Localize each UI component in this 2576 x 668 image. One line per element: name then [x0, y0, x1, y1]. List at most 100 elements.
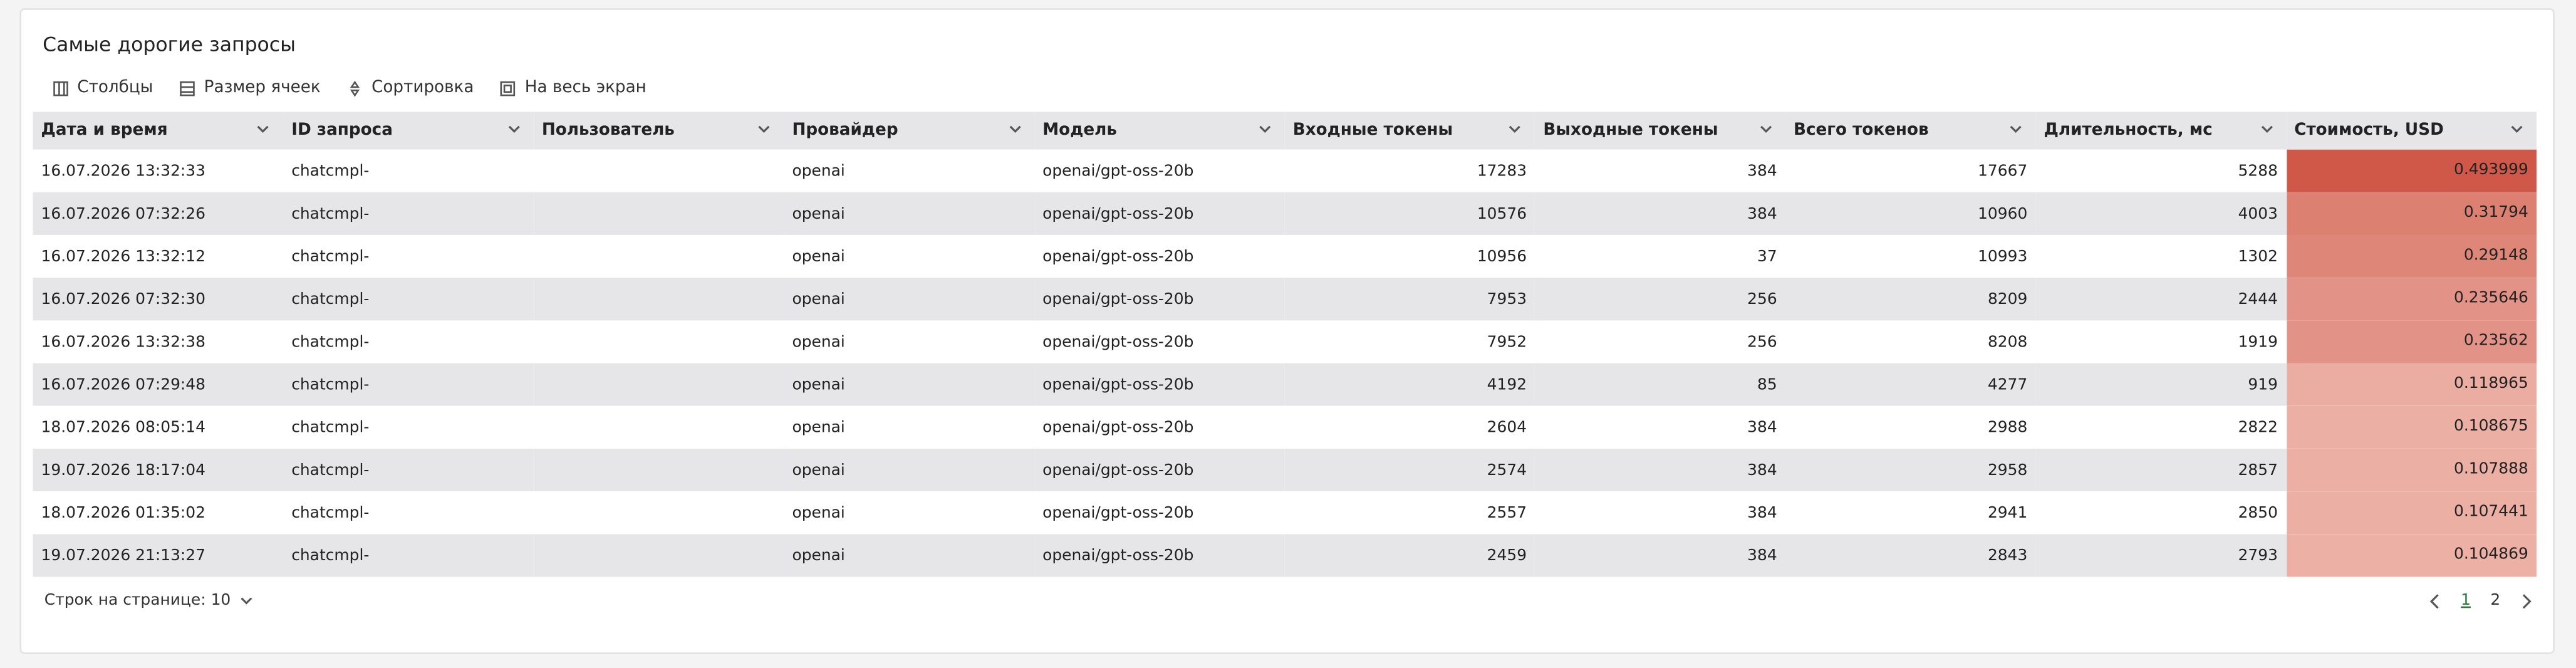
table-cell: 1302 — [2238, 247, 2278, 266]
table-cell: 2444 — [2035, 278, 2287, 321]
cost-heat — [2286, 235, 2537, 278]
table-row: 16.07.2026 13:32:38 chatcmpl-openai openai… — [33, 320, 2537, 363]
table-cell: 2988 — [1987, 418, 2028, 437]
cost-value: 0.23562 — [2463, 331, 2528, 350]
cost-heat — [2286, 192, 2537, 236]
icon-path — [180, 80, 195, 96]
table-cell: openai/gpt-oss-20b — [1042, 503, 1194, 522]
column-header[interactable]: Модель — [1034, 112, 1285, 150]
cost-cell: 0.108675 — [2286, 405, 2537, 449]
header-row: Дата и время ID запроса Пользователь Провай… — [33, 112, 2537, 150]
table-cell: 2958 — [1785, 448, 2036, 492]
table-cell: 18.07.2026 01:35:02 — [41, 503, 206, 522]
chevron-path — [1509, 125, 1521, 133]
table-cell: 384 — [1747, 418, 1777, 437]
table-cell: 19.07.2026 18:17:04 — [33, 448, 284, 492]
table-row: 18.07.2026 01:35:02 chatcmpl-openai openai… — [33, 491, 2537, 535]
table-cell: openai — [784, 192, 1034, 236]
sort-chevron — [2511, 125, 2523, 133]
chevron-path — [2260, 125, 2272, 133]
table-cell: 16.07.2026 13:32:33 — [41, 162, 206, 180]
cost-cell: 0.104869 — [2286, 534, 2537, 577]
rows-per-page[interactable]: Строк на странице: 10 — [44, 592, 254, 610]
table-cell: 256 — [1747, 333, 1777, 351]
table-cell — [534, 320, 784, 363]
table-cell: 2459 — [1284, 534, 1535, 577]
table-cell: chatcmpl- — [291, 418, 370, 437]
table-cell — [534, 406, 784, 449]
column-header[interactable]: Провайдер — [784, 112, 1034, 150]
column-header[interactable]: Длительность, мс — [2035, 112, 2287, 150]
column-header[interactable]: Пользователь — [533, 112, 784, 150]
cost-cell: 0.23562 — [2286, 320, 2537, 363]
column-header[interactable]: Выходные токены — [1535, 112, 1785, 150]
table-cell: 2604 — [1487, 418, 1527, 437]
column-header-label: Пользователь — [541, 122, 675, 140]
table-cell: chatcmpl- — [291, 162, 370, 180]
column-header[interactable]: Входные токены — [1284, 112, 1535, 150]
cost-cell: 0.118965 — [2286, 363, 2537, 406]
column-header[interactable]: Стоимость, USD — [2286, 112, 2537, 150]
table-cell — [533, 192, 784, 236]
column-header[interactable]: Дата и время — [33, 112, 284, 150]
toolbar-button[interactable]: Сортировка — [347, 79, 474, 97]
chevron-path — [1259, 125, 1271, 133]
tool-icon — [180, 80, 195, 96]
icon-path — [53, 80, 68, 96]
sort-chevron — [758, 125, 770, 133]
table-cell — [533, 534, 784, 577]
table-cell: 2857 — [2035, 448, 2287, 492]
sort-chevron — [2010, 125, 2022, 133]
cost-heat — [2286, 491, 2537, 535]
table-cell: 4277 — [1785, 363, 2036, 406]
table-cell: 4003 — [2035, 192, 2287, 236]
table-cell: 10956 — [1477, 247, 1527, 266]
toolbar-button[interactable]: Столбцы — [53, 79, 153, 97]
chevron-path — [2010, 125, 2022, 133]
sort-chevron — [257, 125, 269, 133]
table-cell: 37 — [1757, 247, 1777, 266]
cost-value: 0.493999 — [2453, 160, 2528, 179]
cost-value: 0.107441 — [2453, 503, 2528, 521]
table-cell: openai — [784, 448, 1034, 492]
table-cell: openai — [784, 534, 1034, 577]
table-cell: openai — [784, 278, 1034, 321]
table-cell: 256 — [1535, 278, 1785, 321]
page-arrow[interactable] — [2520, 592, 2533, 608]
column-header-label: Провайдер — [792, 122, 898, 140]
table-cell: openai/gpt-oss-20b — [1034, 534, 1285, 577]
cost-heat — [2286, 405, 2537, 449]
page-arrow[interactable] — [2428, 592, 2441, 608]
table-cell — [534, 491, 784, 534]
page-number[interactable]: 2 — [2490, 592, 2501, 610]
table-cell: chatcmpl- — [283, 363, 534, 406]
table-cell: chatcmpl- — [283, 192, 534, 236]
column-header[interactable]: ID запроса — [283, 112, 534, 150]
toolbar-button[interactable]: На весь экран — [500, 79, 647, 97]
cost-cell: 0.493999 — [2286, 149, 2537, 192]
table-row: 16.07.2026 07:32:30 chatcmpl-openai openai… — [33, 278, 2537, 321]
table-cell: openai/gpt-oss-20b — [1042, 333, 1194, 351]
table-cell: chatcmpl- — [291, 333, 370, 351]
column-header[interactable]: Всего токенов — [1785, 112, 2036, 150]
table-cell: 10960 — [1785, 192, 2036, 236]
cost-value: 0.108675 — [2453, 417, 2528, 436]
tool-icon — [350, 80, 360, 97]
table-cell: 2793 — [2035, 534, 2287, 577]
cost-heat — [2286, 363, 2537, 406]
chevron-path — [1009, 125, 1021, 133]
table-cell — [534, 235, 784, 278]
table-cell — [533, 363, 784, 406]
table-cell: openai/gpt-oss-20b — [1042, 162, 1194, 180]
table-cell: 2574 — [1284, 448, 1535, 492]
table-cell: 5288 — [2238, 162, 2278, 180]
table-cell: 19.07.2026 21:13:27 — [33, 534, 284, 577]
toolbar-button[interactable]: Размер ячеек — [179, 79, 321, 97]
chevron-path — [508, 125, 520, 133]
arrow-path — [2429, 593, 2439, 608]
table-cell: 10576 — [1284, 192, 1535, 236]
cost-value: 0.29148 — [2463, 246, 2528, 265]
page-number[interactable]: 1 — [2461, 592, 2471, 610]
column-header-label: Выходные токены — [1543, 122, 1718, 140]
